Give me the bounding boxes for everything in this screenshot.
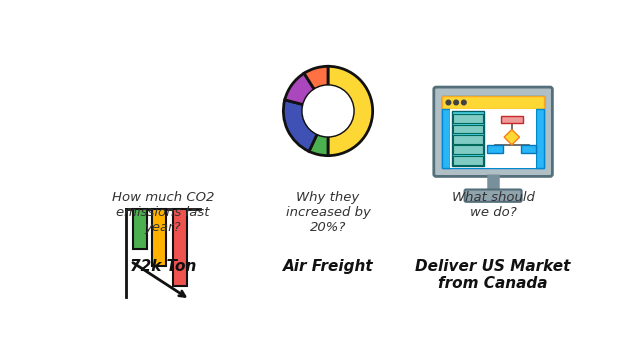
Bar <box>453 135 483 144</box>
Bar <box>173 209 187 286</box>
Circle shape <box>303 86 353 136</box>
Wedge shape <box>285 73 314 105</box>
Wedge shape <box>304 66 328 90</box>
FancyBboxPatch shape <box>465 189 522 202</box>
Bar <box>451 111 484 166</box>
Polygon shape <box>504 130 520 145</box>
Text: What should
we do?: What should we do? <box>452 191 534 219</box>
Bar <box>442 109 450 168</box>
Bar <box>453 125 483 134</box>
Bar <box>442 95 544 168</box>
FancyBboxPatch shape <box>434 87 552 176</box>
Bar <box>453 114 483 123</box>
Circle shape <box>446 100 451 105</box>
Bar <box>487 145 502 153</box>
Circle shape <box>461 100 466 105</box>
Bar <box>442 95 544 109</box>
Text: How much CO2
emissions last
year?: How much CO2 emissions last year? <box>112 191 214 234</box>
Bar <box>453 156 483 165</box>
Text: Deliver US Market
from Canada: Deliver US Market from Canada <box>415 259 571 291</box>
Wedge shape <box>309 134 328 156</box>
Text: Why they
increased by
20%?: Why they increased by 20%? <box>285 191 371 234</box>
Bar <box>450 109 536 168</box>
Bar <box>536 109 544 168</box>
Bar <box>521 145 536 153</box>
Wedge shape <box>284 100 317 151</box>
Bar <box>501 116 523 123</box>
Bar <box>152 209 166 266</box>
Text: 72k Ton: 72k Ton <box>130 259 196 274</box>
Text: Air Freight: Air Freight <box>283 259 373 274</box>
Wedge shape <box>328 66 372 156</box>
Circle shape <box>454 100 458 105</box>
Bar <box>453 145 483 154</box>
Bar <box>133 209 147 249</box>
